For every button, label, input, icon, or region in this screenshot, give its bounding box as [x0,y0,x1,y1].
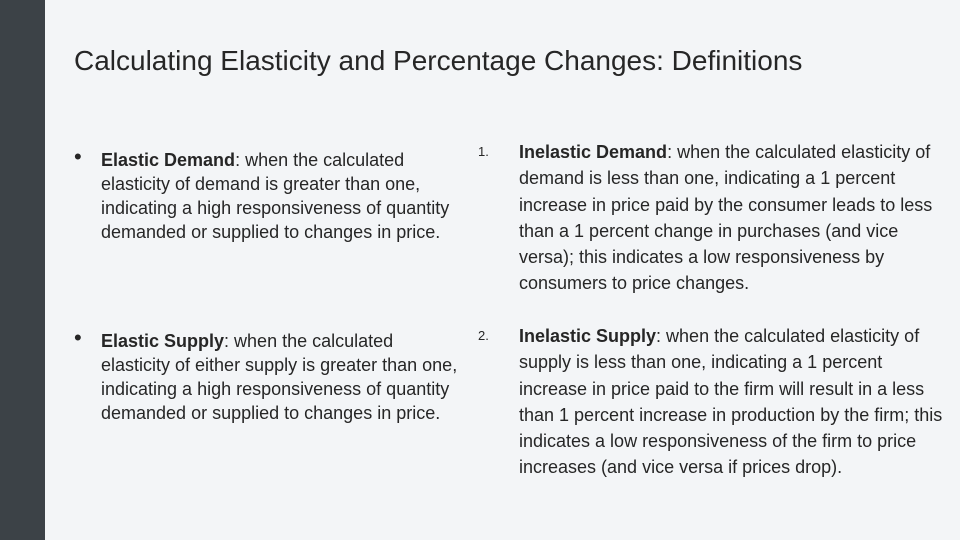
bullet-text: Elastic Demand: when the calculated elas… [101,148,464,244]
numbered-item-inelastic-demand: 1. Inelastic Demand: when the calculated… [478,139,948,297]
slide-sidebar-bar [0,0,45,540]
term-label: Inelastic Demand [519,142,668,162]
definition-text: : when the calculated elasticity of dema… [519,142,933,294]
numbered-text: Inelastic Demand: when the calculated el… [519,139,948,297]
term-label: Elastic Demand [101,150,236,170]
slide-title: Calculating Elasticity and Percentage Ch… [74,45,803,76]
bullet-item-elastic-demand: • Elastic Demand: when the calculated el… [74,144,464,244]
bullet-item-elastic-supply: • Elastic Supply: when the calculated el… [74,325,464,425]
list-number: 1. [478,144,489,159]
bullet-icon: • [74,144,82,169]
term-label: Elastic Supply [101,331,225,351]
numbered-item-inelastic-supply: 2. Inelastic Supply: when the calculated… [478,323,948,481]
bullet-text: Elastic Supply: when the calculated elas… [101,329,464,425]
bullet-icon: • [74,325,82,350]
definition-text: : when the calculated elasticity of dema… [101,150,450,242]
list-number: 2. [478,328,489,343]
term-label: Inelastic Supply [519,326,657,346]
definition-text: : when the calculated elasticity of eith… [101,331,458,423]
definition-text: : when the calculated elasticity of supp… [519,326,943,478]
numbered-text: Inelastic Supply: when the calculated el… [519,323,948,481]
